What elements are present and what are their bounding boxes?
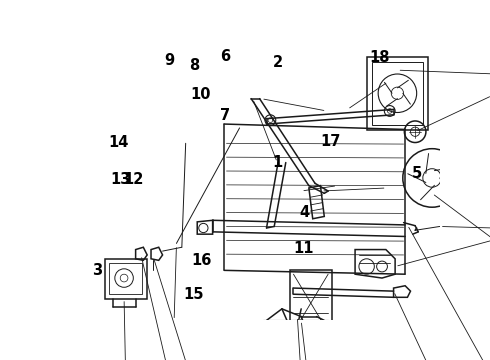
Bar	[105, 259, 147, 299]
Text: 10: 10	[190, 87, 210, 102]
Text: 5: 5	[412, 166, 422, 181]
Bar	[367, 57, 428, 130]
Bar	[109, 264, 142, 294]
Text: 11: 11	[294, 241, 314, 256]
Text: 9: 9	[164, 53, 174, 68]
Text: 1: 1	[272, 155, 283, 170]
Text: 14: 14	[108, 135, 128, 150]
Bar	[290, 270, 332, 336]
Text: 4: 4	[299, 205, 309, 220]
Text: 2: 2	[272, 55, 283, 69]
Text: 8: 8	[190, 58, 199, 73]
Text: 15: 15	[184, 287, 204, 302]
Text: 13: 13	[111, 171, 131, 186]
Text: 7: 7	[220, 108, 230, 123]
Text: 3: 3	[92, 263, 102, 278]
Text: 6: 6	[220, 49, 230, 64]
Text: 16: 16	[191, 253, 212, 268]
Text: 17: 17	[320, 134, 341, 149]
Text: 18: 18	[369, 50, 390, 64]
Bar	[372, 62, 423, 125]
Text: 12: 12	[123, 171, 144, 186]
